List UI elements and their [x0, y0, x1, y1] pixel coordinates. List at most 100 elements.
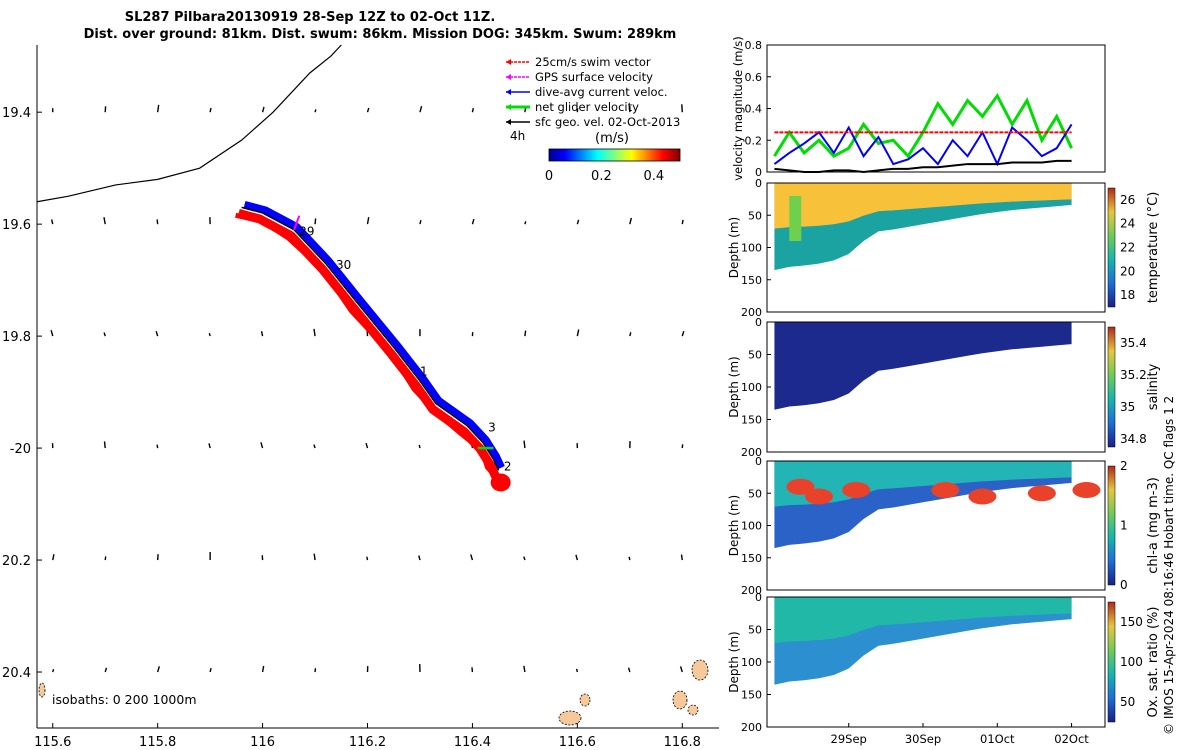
colorbar-label: Ox. sat. ratio (%) — [1146, 607, 1161, 718]
geo-arrow — [260, 331, 264, 337]
map-colorbar-tick-label: 0.2 — [591, 169, 612, 184]
isobath-line — [36, 44, 342, 203]
legend-arrowhead-2 — [506, 89, 511, 95]
geo-arrow — [681, 330, 685, 337]
depth-tick-label: 0 — [755, 177, 762, 190]
geo-arrow — [576, 219, 580, 225]
geo-arrow — [366, 107, 370, 113]
depth-tick-label: 50 — [748, 624, 762, 637]
map-y-tick-label: 20.4 — [2, 666, 31, 681]
depth-tick-label: 100 — [741, 242, 762, 255]
depth-tick-label: 100 — [741, 520, 762, 533]
map-x-tick-label: 116.8 — [664, 735, 701, 750]
swim-vector-band — [237, 209, 500, 479]
legend-arrowhead-4 — [506, 119, 511, 125]
velocity-series-1 — [773, 123, 1073, 167]
coast-patch-2 — [672, 690, 688, 710]
geo-arrow — [156, 666, 161, 673]
chl-patch-6 — [1072, 482, 1101, 499]
geo-arrow — [155, 330, 159, 337]
geo-arrow — [628, 556, 631, 561]
colorbar-2 — [1107, 465, 1116, 586]
geo-arrow — [470, 554, 474, 561]
colorbar-0 — [1107, 187, 1116, 308]
gps-velocity-arrow — [293, 215, 301, 231]
geo-arrow — [52, 668, 55, 673]
time-tick-label: 29Sep — [831, 732, 867, 746]
depth-tick-label: 150 — [741, 274, 762, 287]
colorbar-label: (m/s) — [595, 131, 629, 146]
geo-arrow — [208, 332, 211, 337]
map-y-tick-label: 19.8 — [2, 330, 31, 345]
chl-patch-4 — [968, 488, 997, 505]
geo-arrow — [418, 444, 421, 449]
colorbar-tick-label: 20 — [1120, 264, 1135, 278]
credit-text: © IMOS 15-Apr-2024 08:16:46 Hobart time.… — [1162, 395, 1176, 735]
swim-vector-band-outer — [235, 212, 500, 481]
geo-arrow — [681, 219, 684, 225]
depth-tick-label: 50 — [748, 349, 762, 362]
map-colorbar-tick-label: 0 — [545, 169, 553, 184]
geo-arrow — [366, 217, 370, 225]
map-x-tick-label: 116.4 — [454, 735, 491, 750]
heatmap-upper-0 — [774, 183, 1072, 229]
colorbar-tick-label: 2 — [1120, 459, 1128, 473]
coast-patch-5 — [38, 682, 46, 698]
colorbar-tick-label: 26 — [1120, 193, 1135, 207]
depth-tick-label: 150 — [741, 414, 762, 427]
map-x-tick-label: 115.8 — [139, 735, 176, 750]
depth-axis-label: Depth (m) — [727, 217, 741, 278]
legend-label: dive-avg current veloc. — [535, 85, 668, 99]
geo-arrow — [419, 106, 423, 113]
chl-patch-3 — [931, 482, 960, 499]
depth-tick-label: 150 — [741, 689, 762, 702]
chart-title-line2: Dist. over ground: 81km. Dist. swum: 86k… — [83, 27, 677, 42]
geo-arrow — [679, 666, 683, 673]
colorbar-tick-label: 22 — [1120, 241, 1135, 255]
velocity-y-tick-label: 0.2 — [745, 134, 763, 147]
chart-title-line1: SL287 Pilbara20130919 28-Sep 12Z to 02-O… — [124, 10, 496, 25]
geo-arrow — [104, 556, 107, 561]
velocity-series-2 — [774, 159, 1072, 174]
geo-arrow — [523, 440, 526, 449]
map-y-tick-label: 20.2 — [2, 554, 31, 569]
depth-tick-label: 0 — [755, 316, 762, 329]
track-day-label: 29 — [299, 224, 314, 238]
geo-arrow — [575, 668, 579, 673]
legend-label: GPS surface velocity — [535, 70, 653, 84]
map-colorbar — [548, 148, 681, 162]
geo-arrow — [208, 443, 211, 449]
track-day-label: 2 — [504, 459, 512, 473]
colorbar-label: chl-a (mg m-3) — [1146, 477, 1161, 574]
geo-arrow — [627, 667, 631, 673]
colorbar-tick-label: 34.8 — [1120, 432, 1147, 446]
colorbar-label: temperature (°C) — [1146, 192, 1161, 304]
depth-tick-label: 100 — [741, 656, 762, 669]
colorbar-1 — [1107, 326, 1116, 448]
coast-patch-3 — [691, 659, 709, 681]
depth-tick-label: 0 — [755, 591, 762, 604]
geo-arrow — [103, 441, 106, 449]
map-x-tick-label: 115.6 — [34, 735, 71, 750]
colorbar-3 — [1107, 601, 1116, 723]
colorbar-tick-label: 35.4 — [1120, 336, 1147, 350]
depth-axis-label: Depth (m) — [727, 356, 741, 417]
glider-track-line — [241, 206, 500, 471]
legend-arrowhead-1 — [506, 74, 511, 80]
time-tick-label: 02Oct — [1054, 732, 1089, 746]
colorbar-label: salinity — [1146, 363, 1161, 410]
map-x-tick-label: 116.6 — [559, 735, 596, 750]
geo-arrow — [629, 332, 632, 337]
map-colorbar-tick-label: 0.4 — [643, 169, 664, 184]
legend-label: sfc geo. vel. 02-Oct-2013 — [535, 115, 680, 129]
map-x-tick-label: 116.2 — [349, 735, 386, 750]
map-y-tick-label: -20 — [10, 442, 31, 457]
colorbar-tick-label: 50 — [1120, 695, 1135, 709]
depth-tick-label: 200 — [741, 446, 762, 459]
legend-4h-label: 4h — [510, 129, 525, 143]
map-y-tick-label: 19.4 — [2, 106, 31, 121]
current-vector-band — [243, 200, 505, 469]
depth-tick-label: 200 — [741, 721, 762, 734]
track-day-label: 30 — [336, 258, 351, 272]
